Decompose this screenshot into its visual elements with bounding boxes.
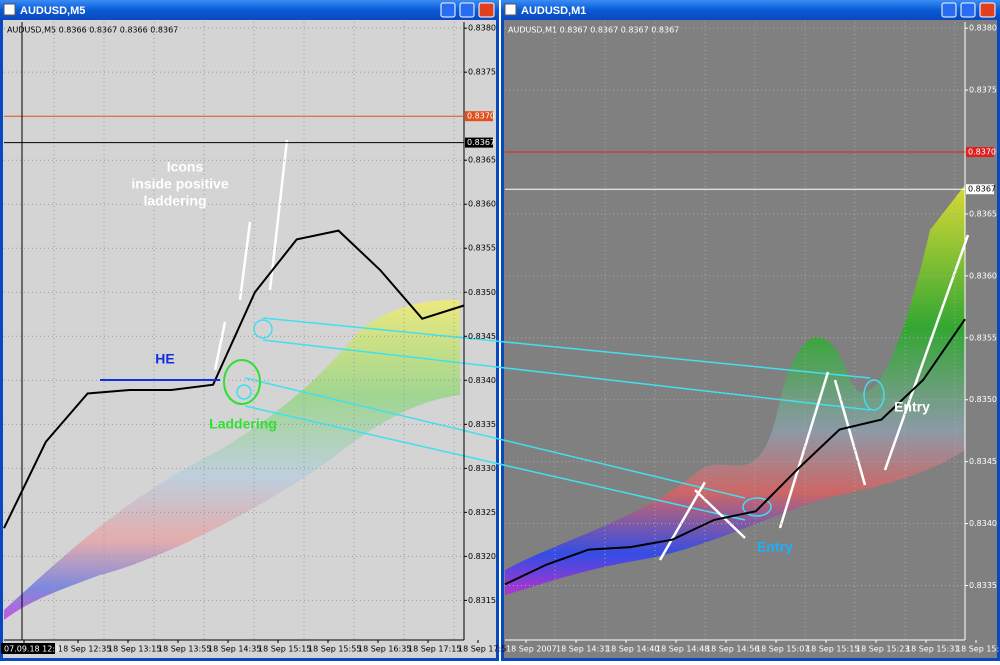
time-label: 18 Sep 12:35 (58, 645, 111, 654)
price-label: 0.8315 (468, 596, 496, 605)
time-cursor (1, 643, 55, 654)
price-label: 0.8345 (468, 332, 496, 341)
title-bar (501, 0, 1000, 20)
price-label: 0.8340 (468, 376, 496, 385)
time-label: 07.09.18 12:10 (4, 645, 65, 654)
annotation: Icons (167, 159, 204, 175)
title-bar (0, 0, 499, 20)
price-marker (465, 137, 493, 148)
annotation: HE (155, 351, 174, 367)
price-label: 0.8335 (468, 420, 496, 429)
annotation: Entry (757, 539, 793, 555)
window-icon (504, 3, 517, 16)
price-marker-label: 0.8367 (467, 138, 495, 147)
time-label: 18 Sep 14:56 (706, 645, 759, 654)
time-label: 18 Sep 14:48 (656, 645, 709, 654)
price-label: 0.8350 (468, 288, 496, 297)
price-marker (966, 184, 994, 195)
price-label: 0.8320 (468, 552, 496, 561)
price-label: 0.8350 (969, 395, 997, 404)
annotation: inside positive (131, 176, 228, 192)
price-label: 0.8325 (468, 508, 496, 517)
price-label: 0.8375 (969, 86, 997, 95)
time-label: 18 Sep 17:15 (408, 645, 461, 654)
price-marker (966, 147, 994, 158)
time-label: 18 Sep 15: (956, 645, 999, 654)
close-button[interactable] (478, 2, 495, 18)
price-label: 0.8360 (468, 200, 496, 209)
time-label: 18 Sep 14:31 (556, 645, 609, 654)
annotation: Laddering (209, 416, 277, 432)
window-title: AUDUSD,M1 (521, 5, 586, 17)
price-label: 0.8330 (468, 464, 496, 473)
price-label: 0.8375 (468, 68, 496, 77)
price-label: 0.8365 (969, 209, 997, 218)
time-label: 18 Sep 15:07 (756, 645, 809, 654)
close-button[interactable] (979, 2, 996, 18)
time-label: 18 Sep 15:23 (856, 645, 909, 654)
price-label: 0.8380 (468, 24, 496, 33)
ribbon (505, 185, 965, 595)
time-label: 18 Sep 15:55 (308, 645, 361, 654)
minimize-button[interactable] (941, 2, 957, 18)
maximize-button[interactable] (459, 2, 475, 18)
maximize-button[interactable] (960, 2, 976, 18)
price-marker-label: 0.8370 (467, 112, 495, 121)
moving-average (504, 318, 966, 586)
time-label: 18 Sep 13:55 (158, 645, 211, 654)
price-label: 0.8355 (468, 244, 496, 253)
time-label: 18 Sep 15:15 (258, 645, 311, 654)
time-label: 18 Sep 14:35 (208, 645, 261, 654)
price-label: 0.8335 (969, 581, 997, 590)
time-label: 18 Sep 15:31 (906, 645, 959, 654)
window-buttons (440, 2, 996, 18)
time-label: 18 Sep 16:35 (358, 645, 411, 654)
highlight (223, 359, 261, 405)
price-label: 0.8360 (969, 271, 997, 280)
time-label: 18 Sep 15:15 (806, 645, 859, 654)
price-label: 0.8355 (969, 333, 997, 342)
annotation: laddering (143, 193, 206, 209)
window-title: AUDUSD,M5 (20, 5, 85, 17)
chart-info: AUDUSD,M5 0.8366 0.8367 0.8366 0.8367 (7, 26, 178, 35)
price-label: 0.8380 (969, 24, 997, 33)
time-label: 18 Sep 14:40 (606, 645, 659, 654)
chart-info: AUDUSD,M1 0.8367 0.8367 0.8367 0.8367 (508, 26, 679, 35)
ribbon (4, 300, 460, 620)
time-label: 18 Sep 13:15 (108, 645, 161, 654)
price-label: 0.8340 (969, 519, 997, 528)
price-marker-label: 0.8370 (968, 148, 996, 157)
arrows (213, 139, 970, 561)
price-marker-label: 0.8367 (968, 185, 996, 194)
minimize-button[interactable] (440, 2, 456, 18)
window-icon (3, 3, 16, 16)
connectors (236, 317, 885, 521)
time-label: 18 Sep 17:5 (458, 645, 506, 654)
moving-average (3, 229, 465, 529)
price-label: 0.8345 (969, 457, 997, 466)
price-label: 0.8365 (468, 156, 496, 165)
price-marker (465, 111, 493, 122)
annotation: Entry (894, 399, 930, 415)
time-label: 18 Sep 2007 (506, 645, 557, 654)
